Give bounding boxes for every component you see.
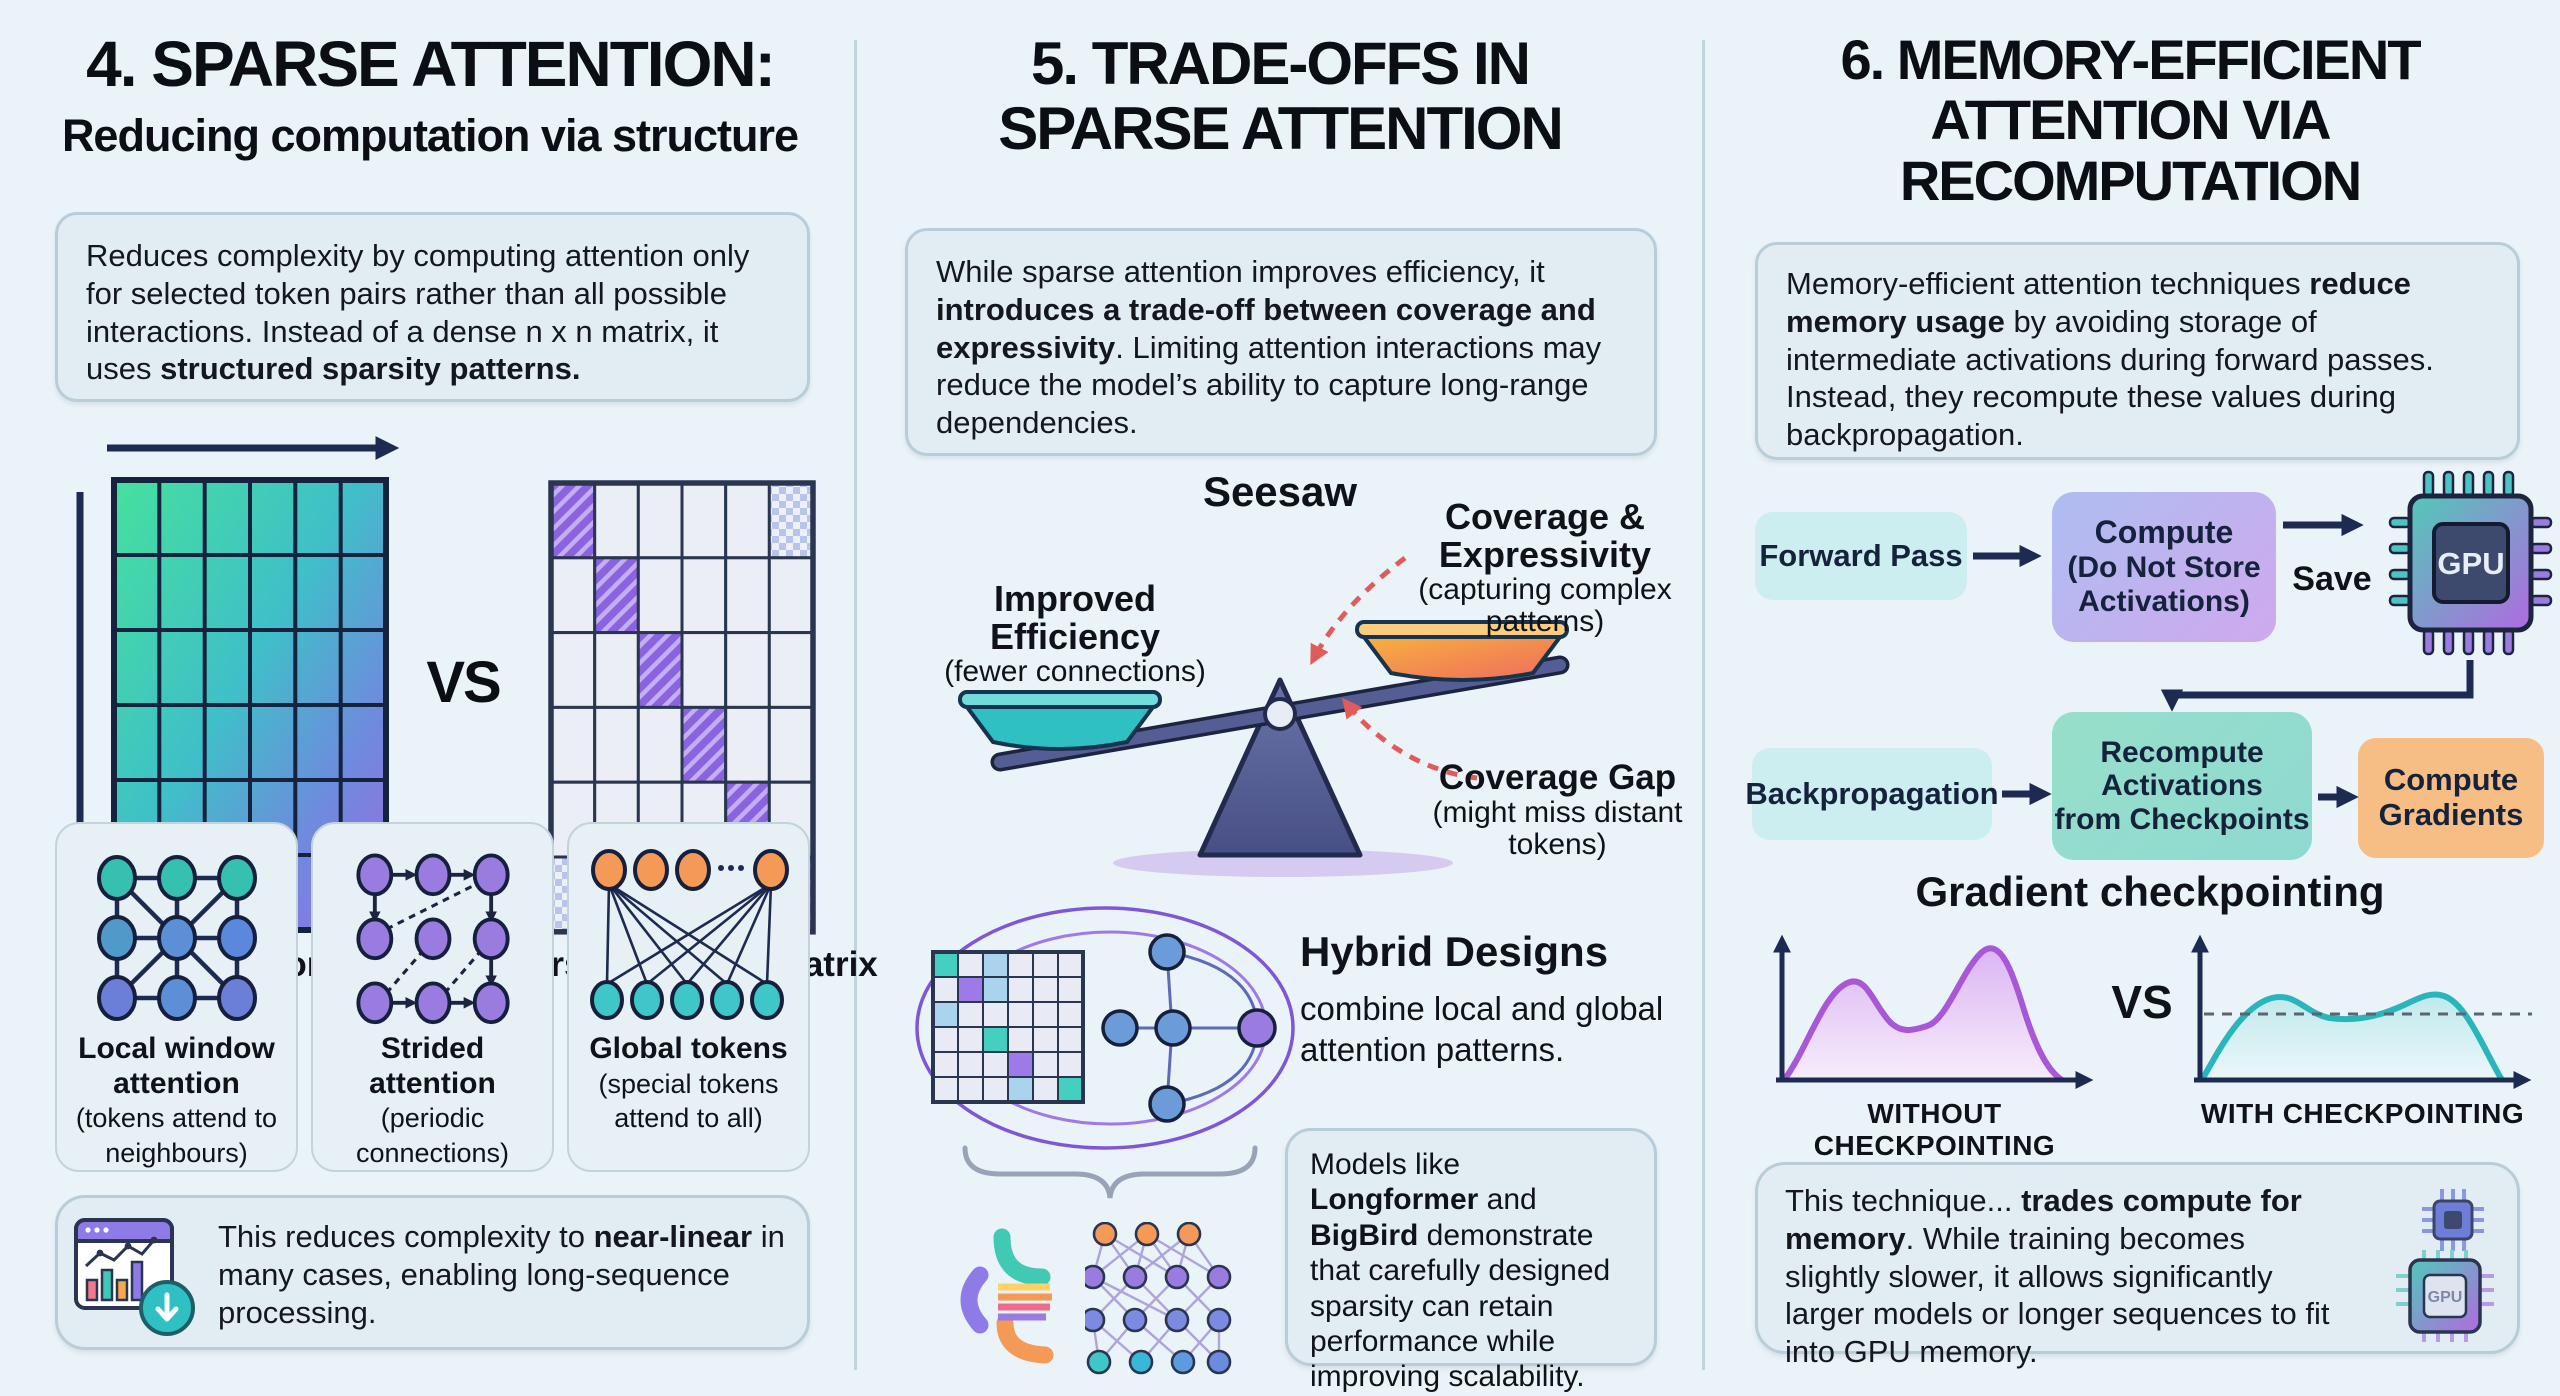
section6-outro-box bbox=[1755, 1162, 2520, 1354]
strided-attention-graph bbox=[355, 853, 510, 1025]
hybrid-designs-title: Hybrid Designs bbox=[1300, 928, 1609, 975]
hybrid-pattern-diagram bbox=[915, 906, 1295, 1150]
compute-gradients-box: Compute Gradients bbox=[2358, 738, 2544, 858]
coverage-gap-label: Coverage Gap (might miss distant tokens) bbox=[1432, 758, 1683, 862]
section4-note-text: This reduces complexity to near-linear i… bbox=[218, 1219, 785, 1330]
bar-chart-window-icon bbox=[74, 1218, 195, 1336]
card-strided-label: Strided attention (periodic connections) bbox=[355, 1032, 510, 1168]
card-local-window-label: Local window attention (tokens attend to… bbox=[75, 1032, 278, 1168]
section4-intro-box: Reduces complexity by computing attentio… bbox=[55, 212, 810, 402]
seesaw-graphic bbox=[958, 556, 1570, 877]
bipartite-network-icon bbox=[1085, 1222, 1232, 1375]
with-checkpointing-label: WITH CHECKPOINTING bbox=[2200, 1098, 2525, 1129]
section5-intro-box: While sparse attention improves efficien… bbox=[905, 228, 1657, 456]
vs-label: VS bbox=[426, 650, 501, 715]
intro-text-bold: structured sparsity patterns. bbox=[160, 351, 581, 387]
column-divider-right bbox=[1702, 40, 1705, 1370]
compute-box: Compute (Do Not Store Activations) bbox=[2052, 492, 2276, 642]
gpu-chip-icon: GPU bbox=[2388, 470, 2553, 656]
chip-icon bbox=[2422, 1189, 2484, 1251]
section6-intro-box: Memory-efficient attention techniques re… bbox=[1755, 242, 2520, 460]
tradeoff-arrow-down bbox=[1310, 556, 1407, 666]
column-divider-left bbox=[854, 40, 857, 1370]
seesaw-title: Seesaw bbox=[1202, 468, 1358, 515]
local-window-graph bbox=[96, 855, 257, 1021]
gpu-chip-small-icon: GPU bbox=[2396, 1250, 2494, 1342]
backpropagation-box: Backpropagation bbox=[1745, 748, 1999, 840]
gpu-small-text: GPU bbox=[2428, 1289, 2463, 1306]
merge-flow-icon bbox=[960, 1228, 1054, 1364]
hybrid-designs-body: combine local and global attention patte… bbox=[1300, 990, 1664, 1069]
section6-title: 6. MEMORY-EFFICIENT ATTENTION VIA RECOMPUT… bbox=[1840, 28, 2421, 212]
arrow-gpu-to-recompute bbox=[2160, 660, 2474, 712]
seesaw-right-label: Coverage & Expressivity (capturing compl… bbox=[1418, 496, 1672, 638]
card-global-tokens: Global tokens (special tokens attend to a… bbox=[567, 822, 810, 1172]
section6-outro-text: This technique... trades compute for mem… bbox=[1785, 1183, 2330, 1370]
card-strided: Strided attention (periodic connections) bbox=[311, 822, 554, 1172]
seesaw-left-label: Improved Efficiency (fewer connections) bbox=[944, 578, 1206, 688]
intro-text: Reduces complexity by computing attentio… bbox=[86, 238, 750, 387]
card-local-window: Local window attention (tokens attend to… bbox=[55, 822, 298, 1172]
forward-pass-box: Forward Pass bbox=[1755, 512, 1967, 600]
section5-title: 5. TRADE-OFFS IN SPARSE ATTENTION bbox=[998, 30, 1564, 162]
recompute-box: Recompute Activations from Checkpoints bbox=[2052, 712, 2312, 860]
gradient-checkpointing-title: Gradient checkpointing bbox=[1915, 868, 2385, 915]
section4-subtitle: Reducing computation via structure bbox=[61, 110, 799, 161]
chart-with-checkpointing bbox=[2191, 934, 2532, 1089]
chart-without-checkpointing bbox=[1773, 934, 2094, 1089]
card-global-tokens-label: Global tokens (special tokens attend to a… bbox=[589, 1032, 788, 1133]
curly-brace-icon bbox=[962, 1145, 1258, 1199]
save-label: Save bbox=[2292, 560, 2372, 598]
sparse-attention-matrix bbox=[548, 480, 816, 935]
models-box: Models like Longformer and BigBird demon… bbox=[1285, 1128, 1657, 1393]
gpu-text: GPU bbox=[2437, 546, 2504, 581]
charts-vs-label: VS bbox=[2111, 976, 2173, 1028]
global-tokens-graph bbox=[589, 849, 789, 1020]
without-checkpointing-label: WITHOUT CHECKPOINTING bbox=[1813, 1098, 2056, 1161]
section4-title: 4. SPARSE ATTENTION: bbox=[86, 28, 776, 100]
